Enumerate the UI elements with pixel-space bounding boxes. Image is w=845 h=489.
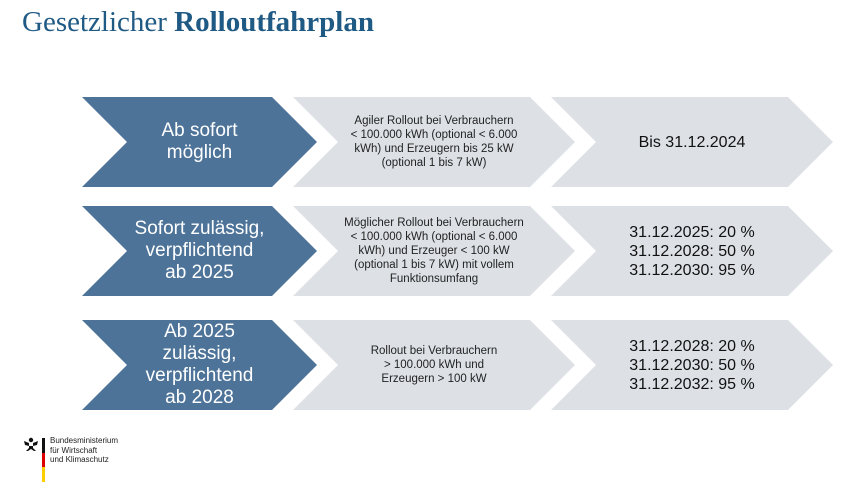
ministry-line-3: und Klimaschutz [50, 455, 109, 464]
row-3-description-line-3: Erzeugern > 100 kW [381, 373, 487, 385]
row-2-description-line-3: kWh) und Erzeuger < 100 kW [358, 245, 510, 257]
row-2-description-chevron: Möglicher Rollout bei Verbrauchern < 100… [293, 206, 575, 296]
row-1-description-line-4: (optional 1 bis 7 kW) [381, 157, 487, 169]
row-1-deadline-line-1: Bis 31.12.2024 [638, 133, 746, 151]
row-1-stage-line-1: Ab sofort [161, 120, 238, 141]
row-3-deadline-line-1: 31.12.2028: 20 % [629, 337, 755, 355]
row-3-stage-chevron: Ab 2025 zulässig, verpflichtend ab 2028 [82, 320, 317, 410]
row-1-description-chevron: Agiler Rollout bei Verbrauchern < 100.00… [293, 97, 575, 187]
row-2-stage-line-1: Sofort zulässig, [134, 218, 265, 239]
ministry-logo: Bundesministerium für Wirtschaft und Kli… [22, 436, 152, 486]
row-3-description-line-2: > 100.000 kWh und [383, 359, 485, 371]
blue-chevron-shape [82, 97, 317, 187]
blue-chevron-shape [82, 206, 317, 296]
row-3-deadline-line-3: 31.12.2032: 95 % [629, 375, 755, 393]
row-2-deadline-chevron: 31.12.2025: 20 % 31.12.2028: 50 % 31.12.… [551, 206, 833, 296]
row-3-stage-line-2: zulässig, [162, 343, 237, 364]
row-2-deadline-line-2: 31.12.2028: 50 % [629, 242, 755, 260]
grey-chevron-shape [293, 320, 575, 410]
row-3-deadline-line-2: 31.12.2030: 50 % [629, 356, 755, 374]
row-1-description-line-2: < 100.000 kWh (optional < 6.000 [350, 129, 518, 141]
row-2-description-line-5: Funktionsumfang [389, 273, 479, 285]
grey-chevron-shape [551, 320, 833, 410]
row-2-description-line-2: < 100.000 kWh (optional < 6.000 [350, 231, 518, 243]
row-3-stage-line-4: ab 2028 [165, 387, 234, 408]
grey-chevron-shape [551, 97, 833, 187]
title-bold: Rolloutfahrplan [174, 6, 374, 38]
grey-chevron-shape [551, 206, 833, 296]
federal-eagle-icon [24, 437, 38, 451]
blue-chevron-shape [82, 320, 317, 410]
row-3-description-chevron: Rollout bei Verbrauchern > 100.000 kWh u… [293, 320, 575, 410]
row-3-stage-line-3: verpflichtend [145, 365, 254, 386]
row-1-stage-chevron: Ab sofort möglich [82, 97, 317, 187]
row-1-deadline-chevron: Bis 31.12.2024 [551, 97, 833, 187]
grey-chevron-shape [293, 206, 575, 296]
row-2-deadline-line-3: 31.12.2030: 95 % [629, 261, 755, 279]
row-3-stage-line-1: Ab 2025 [164, 321, 235, 342]
german-flag-stripe [42, 438, 45, 482]
grey-chevron-shape [293, 97, 575, 187]
page-title: Gesetzlicher Rolloutfahrplan [22, 6, 374, 39]
row-3-description-line-1: Rollout bei Verbrauchern [370, 345, 498, 357]
row-2-stage-line-3: ab 2025 [165, 262, 234, 283]
title-regular: Gesetzlicher [22, 6, 167, 38]
row-1-stage-line-2: möglich [166, 142, 233, 163]
row-1-description-line-1: Agiler Rollout bei Verbrauchern [354, 115, 514, 127]
ministry-line-2: für Wirtschaft [50, 445, 98, 455]
row-2-stage-line-2: verpflichtend [145, 240, 254, 261]
row-2-deadline-line-1: 31.12.2025: 20 % [629, 223, 755, 241]
ministry-name: Bundesministerium für Wirtschaft und Kli… [50, 436, 118, 465]
ministry-line-1: Bundesministerium [50, 436, 119, 445]
row-1-description-line-3: kWh) und Erzeugern bis 25 kW [354, 143, 514, 155]
row-2-description-line-1: Möglicher Rollout bei Verbrauchern [344, 217, 524, 229]
row-2-stage-chevron: Sofort zulässig, verpflichtend ab 2025 [82, 206, 317, 296]
row-2-description-line-4: (optional 1 bis 7 kW) mit vollem [354, 259, 514, 271]
row-3-deadline-chevron: 31.12.2028: 20 % 31.12.2030: 50 % 31.12.… [551, 320, 833, 410]
